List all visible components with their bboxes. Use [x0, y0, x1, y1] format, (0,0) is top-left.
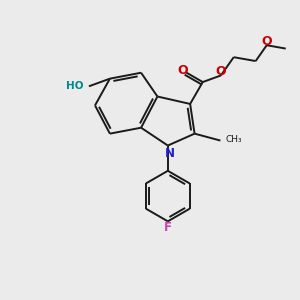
Text: CH₃: CH₃ [226, 136, 242, 145]
Text: N: N [165, 147, 175, 161]
Text: HO: HO [66, 81, 84, 91]
Text: O: O [216, 65, 226, 78]
Text: O: O [261, 34, 272, 48]
Text: O: O [177, 64, 188, 77]
Text: F: F [164, 221, 172, 234]
